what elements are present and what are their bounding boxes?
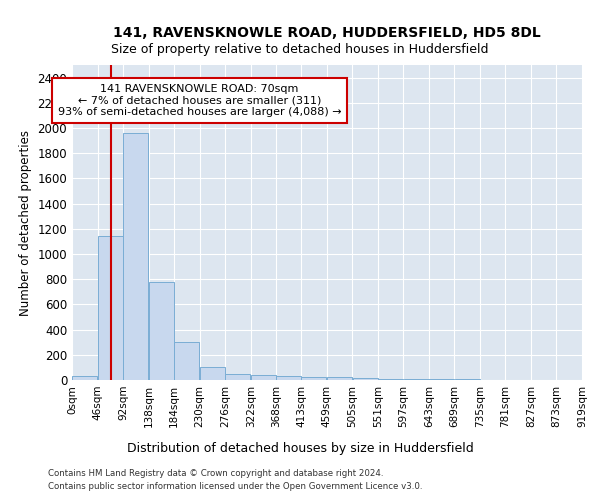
Bar <box>277 376 301 380</box>
Bar <box>124 133 148 380</box>
Bar <box>200 367 225 380</box>
Bar <box>301 378 326 380</box>
Bar <box>175 342 199 380</box>
Text: Contains public sector information licensed under the Open Government Licence v3: Contains public sector information licen… <box>48 482 422 491</box>
Text: 141 RAVENSKNOWLE ROAD: 70sqm
← 7% of detached houses are smaller (311)
93% of se: 141 RAVENSKNOWLE ROAD: 70sqm ← 7% of det… <box>58 84 341 117</box>
Text: Distribution of detached houses by size in Huddersfield: Distribution of detached houses by size … <box>127 442 473 455</box>
Bar <box>378 378 403 380</box>
Bar <box>149 282 174 380</box>
Bar <box>327 378 352 380</box>
Bar <box>353 378 377 380</box>
Text: Contains HM Land Registry data © Crown copyright and database right 2024.: Contains HM Land Registry data © Crown c… <box>48 468 383 477</box>
Title: 141, RAVENSKNOWLE ROAD, HUDDERSFIELD, HD5 8DL: 141, RAVENSKNOWLE ROAD, HUDDERSFIELD, HD… <box>113 26 541 40</box>
Bar <box>98 236 123 380</box>
Bar <box>251 375 276 380</box>
Bar <box>226 374 250 380</box>
Text: Size of property relative to detached houses in Huddersfield: Size of property relative to detached ho… <box>111 42 489 56</box>
Y-axis label: Number of detached properties: Number of detached properties <box>19 130 32 316</box>
Bar <box>72 376 97 380</box>
